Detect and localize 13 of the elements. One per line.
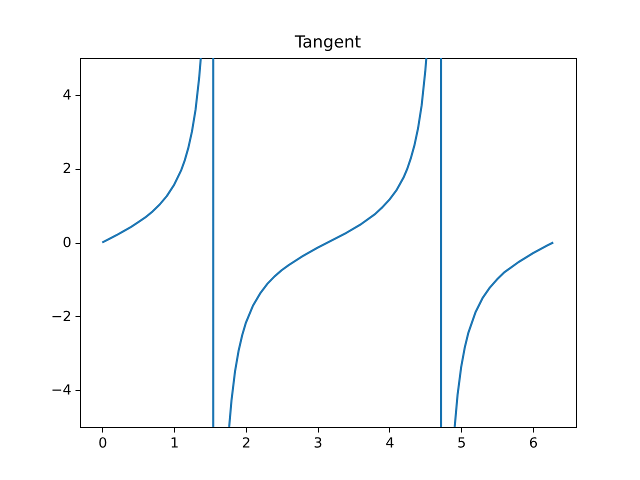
x-tick-label: 5 — [457, 436, 466, 452]
chart-title: Tangent — [294, 31, 362, 52]
y-tick-label: 4 — [62, 87, 72, 104]
x-tick-label: 0 — [98, 436, 108, 452]
x-tick-label: 2 — [242, 436, 251, 452]
y-tick-label: 0 — [62, 235, 72, 251]
y-tick-label: −2 — [51, 308, 72, 325]
x-tick-label: 4 — [385, 436, 394, 452]
x-tick-label: 3 — [314, 436, 323, 452]
x-tick-label: 1 — [170, 436, 179, 452]
y-tick-label: −4 — [51, 382, 72, 399]
y-tick-label: 2 — [62, 161, 72, 178]
x-tick-label: 6 — [529, 436, 538, 452]
